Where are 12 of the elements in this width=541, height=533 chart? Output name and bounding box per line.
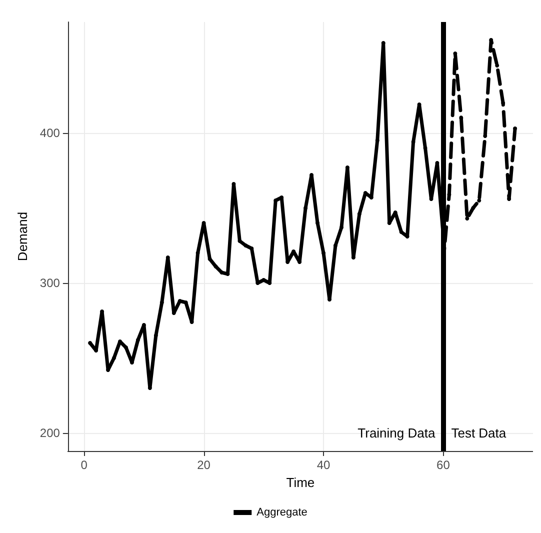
x-axis-title: Time bbox=[286, 474, 315, 490]
x-tick-label: 60 bbox=[436, 458, 450, 472]
x-tick-label: 0 bbox=[80, 458, 88, 472]
y-axis-title: Demand bbox=[15, 212, 30, 262]
legend-label: Aggregate bbox=[256, 506, 308, 518]
y-tick-label: 300 bbox=[40, 276, 60, 290]
x-tick-label: 20 bbox=[197, 458, 211, 472]
x-tick-label: 40 bbox=[316, 458, 330, 472]
annotation: Test Data bbox=[451, 426, 507, 440]
annotation: Training Data bbox=[358, 426, 436, 440]
y-tick-label: 400 bbox=[40, 126, 60, 140]
y-tick-label: 200 bbox=[40, 426, 60, 440]
